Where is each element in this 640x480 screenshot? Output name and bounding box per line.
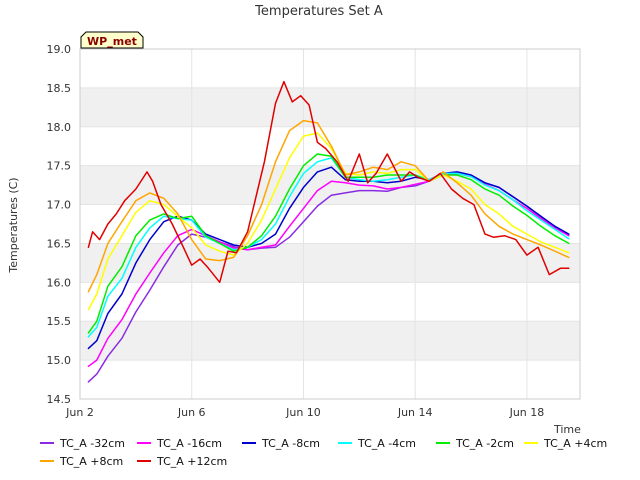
legend-item: TC_A -8cm [242,437,320,450]
legend-label: TC_A -8cm [261,437,320,450]
x-tick-label: Jun 6 [177,406,206,419]
legend-item: TC_A -4cm [338,437,416,450]
legend-label: TC_A -32cm [59,437,125,450]
station-tag: WP_met [80,31,144,49]
legend-label: TC_A -4cm [357,437,416,450]
legend-item: TC_A +12cm [137,455,227,468]
y-tick-label: 18.0 [47,121,72,134]
y-tick-label: 17.5 [47,160,72,173]
x-tick-label: Jun 10 [285,406,321,419]
y-tick-label: 14.5 [47,393,72,406]
station-label: WP_met [87,35,137,48]
x-tick-label: Jun 14 [397,406,433,419]
x-tick-label: Jun 18 [509,406,545,419]
background-band [80,87,580,127]
x-axis-title: Time [553,423,581,436]
series-line [87,166,570,350]
chart-title: Temperatures Set A [254,4,383,19]
y-tick-label: 16.5 [47,237,72,250]
series-line [87,119,570,293]
y-tick-label: 17.0 [47,199,72,212]
series-line [87,153,570,334]
legend-item: TC_A -16cm [137,437,222,450]
legend-item: TC_A +8cm [40,455,123,468]
legend-label: TC_A -16cm [156,437,222,450]
legend-item: TC_A -2cm [436,437,514,450]
background-band [80,165,580,205]
y-axis-title: Temperatures (C) [7,177,20,273]
legend-label: TC_A +4cm [543,437,607,450]
y-tick-label: 15.0 [47,354,72,367]
y-tick-label: 19.0 [47,43,72,56]
legend-item: TC_A -32cm [40,437,125,450]
legend-label: TC_A +8cm [59,455,123,468]
series-line [87,157,570,338]
legend-item: TC_A +4cm [524,437,607,450]
legend: TC_A -32cm TC_A -16cm TC_A -8cm TC_A -4cm TC… [40,437,607,468]
series-layer [87,80,570,383]
y-tick-label: 18.5 [47,82,72,95]
background-band [80,243,580,283]
y-axis-ticks: 14.5 15.0 15.5 16.0 16.5 17.0 17.5 18.0 18.5 19.0 [47,43,72,406]
legend-label: TC_A -2cm [455,437,514,450]
y-tick-label: 16.0 [47,276,72,289]
x-tick-label: Jun 2 [65,406,94,419]
series-line [87,80,570,284]
legend-label: TC_A +12cm [156,455,227,468]
x-axis-ticks: Jun 2 Jun 6 Jun 10 Jun 14 Jun 18 [65,406,544,419]
background-band [80,321,580,361]
y-tick-label: 15.5 [47,315,72,328]
plot-area [79,48,581,400]
